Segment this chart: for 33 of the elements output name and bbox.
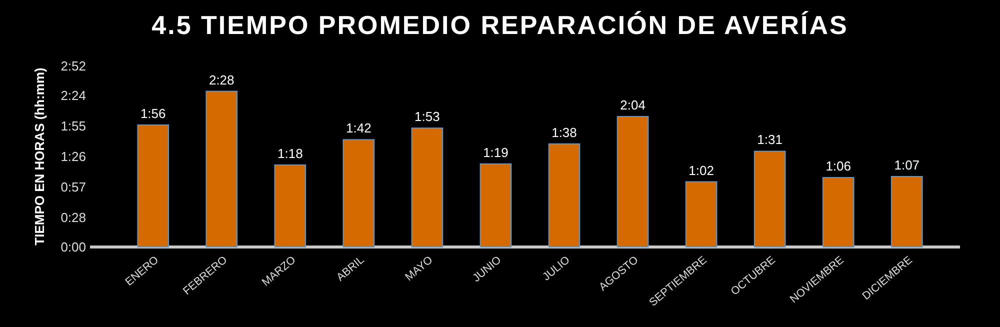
data-label: 1:56 xyxy=(140,106,166,121)
data-label: 1:42 xyxy=(346,120,372,136)
chart-title: 4.5 TIEMPO PROMEDIO REPARACIÓN DE AVERÍAS xyxy=(152,10,848,40)
data-label: 1:06 xyxy=(826,158,852,174)
y-tick-label: 0:57 xyxy=(60,180,86,195)
bar xyxy=(754,150,786,248)
y-tick-label: 1:55 xyxy=(60,118,86,134)
y-axis-title: TIEMPO EN HORAS (hh:mm) xyxy=(32,68,47,246)
y-tick-label: 2:24 xyxy=(60,88,86,104)
y-tick-label: 1:26 xyxy=(60,149,86,164)
data-label: 1:38 xyxy=(552,124,577,140)
bar xyxy=(137,124,170,248)
bar xyxy=(206,90,238,248)
y-tick-label: 0:28 xyxy=(60,210,86,226)
bar xyxy=(616,116,649,248)
data-label: 1:31 xyxy=(757,132,782,148)
bar xyxy=(480,163,512,248)
bar xyxy=(685,181,718,248)
y-tick-label: 2:52 xyxy=(60,58,86,74)
data-label: 2:28 xyxy=(208,72,234,88)
bar xyxy=(411,128,444,248)
bar xyxy=(342,139,375,248)
data-label: 1:07 xyxy=(894,157,920,172)
data-label: 2:04 xyxy=(620,98,646,113)
y-tick-label: 0:00 xyxy=(60,240,86,255)
data-label: 1:02 xyxy=(688,162,714,178)
data-label: 1:53 xyxy=(414,109,440,124)
bar xyxy=(822,177,854,248)
bar xyxy=(890,176,923,248)
bar xyxy=(274,164,306,248)
data-label: 1:18 xyxy=(278,146,303,161)
bar xyxy=(548,143,580,248)
data-label: 1:19 xyxy=(483,144,508,160)
